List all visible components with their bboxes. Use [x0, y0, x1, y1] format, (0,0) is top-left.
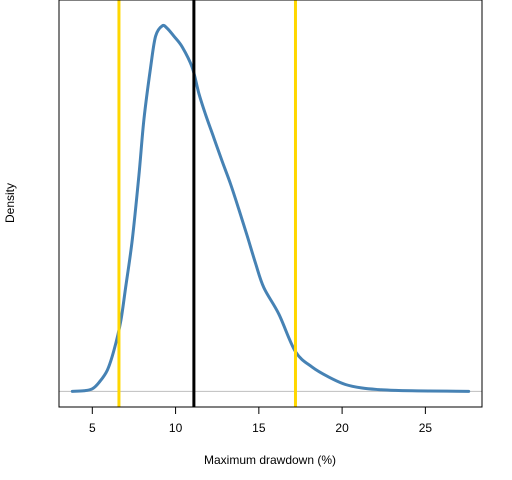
density-curve-0	[70, 23, 471, 393]
x-tick-label-2: 15	[252, 421, 266, 435]
x-axis: 5 10 15 20 25	[89, 406, 433, 435]
x-tick-label-0: 5	[89, 421, 96, 435]
x-axis-label: Maximum drawdown (%)	[204, 453, 336, 467]
plot-frame	[58, 0, 483, 408]
x-tick-label-4: 25	[419, 421, 433, 435]
x-tick-label-3: 20	[335, 421, 349, 435]
x-tick-label-1: 10	[169, 421, 183, 435]
y-axis-label: Density	[3, 183, 17, 223]
